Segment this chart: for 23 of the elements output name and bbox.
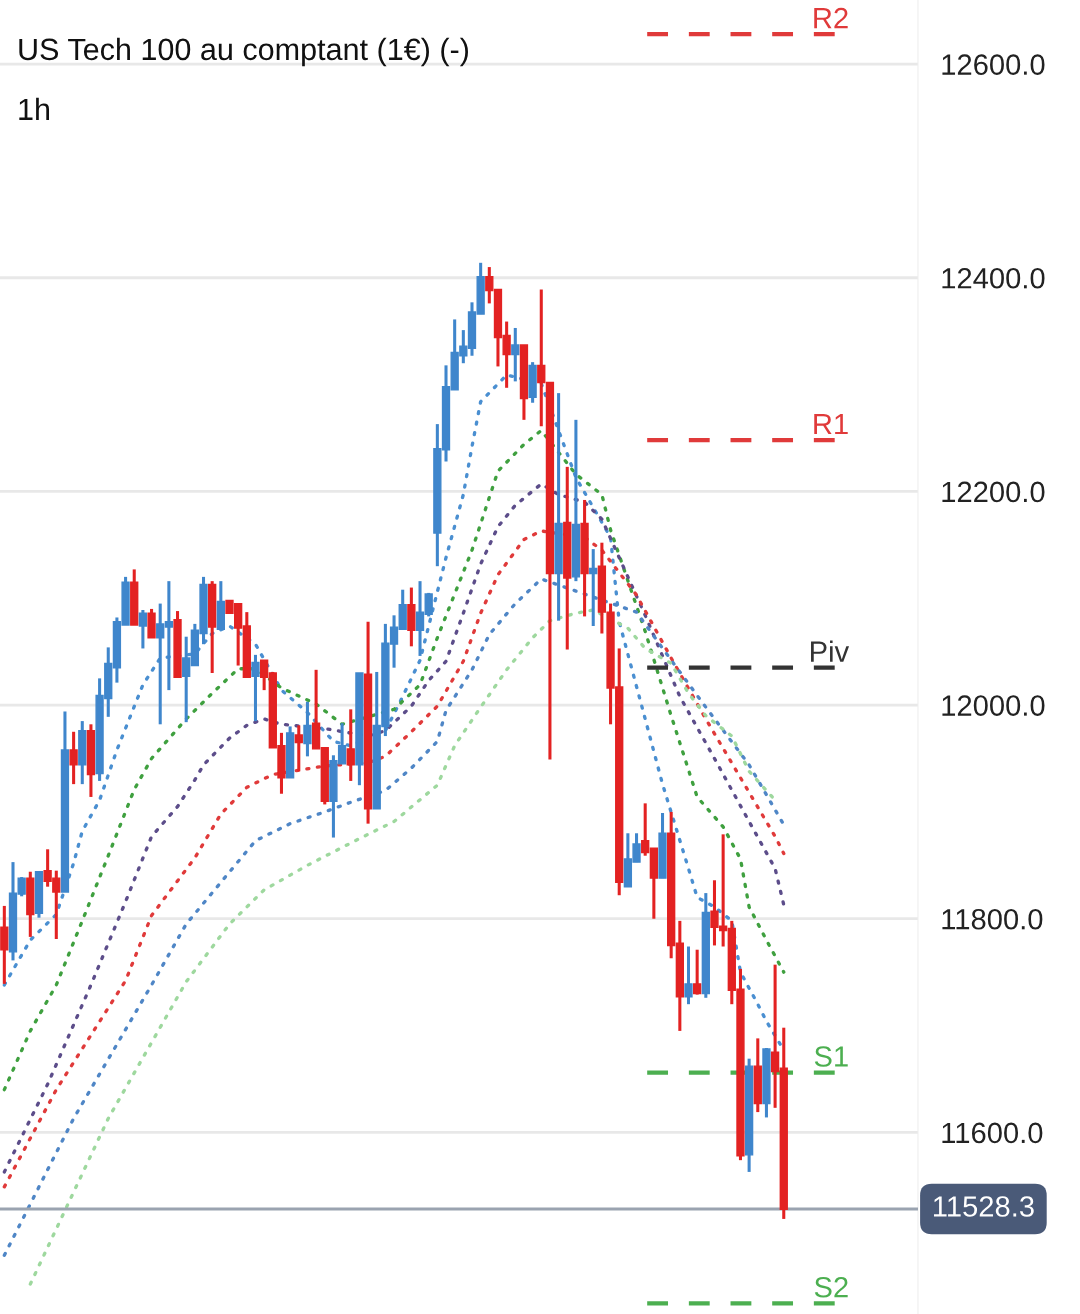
y-tick-label: 11800.0 xyxy=(942,908,1043,930)
candlestick xyxy=(693,949,702,995)
ref-line-label: Piv xyxy=(811,640,850,662)
y-tick-label: 11600.0 xyxy=(942,1122,1043,1144)
ref-line-label: S2 xyxy=(814,1276,848,1298)
ref-line-label: R2 xyxy=(814,7,848,29)
candlestick xyxy=(69,730,78,786)
ref-line-label: S1 xyxy=(814,1046,848,1067)
ref-line-label: 11528.3 xyxy=(933,1196,1034,1217)
candlestick xyxy=(346,709,355,781)
candlestick xyxy=(303,700,312,757)
ref-line-label: R1 xyxy=(814,414,848,435)
candlestick xyxy=(251,653,260,723)
candlestick xyxy=(684,946,693,1006)
y-tick-label: 12600.0 xyxy=(942,54,1045,75)
candlestick xyxy=(0,904,9,984)
text: 1h xyxy=(19,97,49,120)
y-tick-label: 12400.0 xyxy=(942,267,1045,289)
candlestick xyxy=(294,725,303,772)
y-tick-label: 12200.0 xyxy=(942,481,1045,503)
y-tick-label: 12000.0 xyxy=(942,695,1045,716)
candlestick xyxy=(138,610,148,649)
text: US Tech 100 au comptant (1€) (-) xyxy=(19,37,468,67)
